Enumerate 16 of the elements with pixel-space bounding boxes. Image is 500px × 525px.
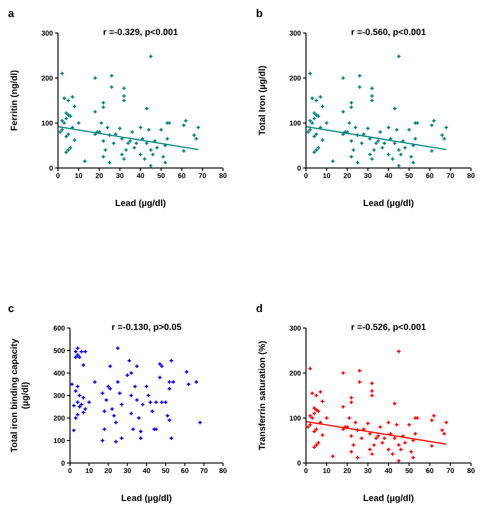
annotation: r =-0.526, p<0.001 [350,322,428,332]
x-axis-title: Lead (µg/dl) [115,198,166,208]
chart-title: c [8,303,14,315]
chart-title: d [256,303,263,315]
annotation: r =-0.130, p>0.05 [110,322,183,332]
x-axis-title: Lead (µg/dl) [363,493,414,503]
x-axis-title: Lead (µg/dl) [363,198,414,208]
chart-title: b [256,8,263,20]
y-axis-title: Total Iron (µg/dl) [257,65,267,136]
y-axis-title: Ferritin (ng/dl) [9,70,19,131]
annotation: r =-0.329, p<0.001 [102,27,180,37]
y-axis-title: Transferrin saturation (%) [257,340,267,450]
chart-title: a [8,8,14,20]
y-axis-title: Total iron binding capacity (µg/dl) [9,338,30,452]
x-axis-title: Lead (µg/dl) [121,493,172,503]
annotation: r =-0.560, p<0.001 [350,27,428,37]
